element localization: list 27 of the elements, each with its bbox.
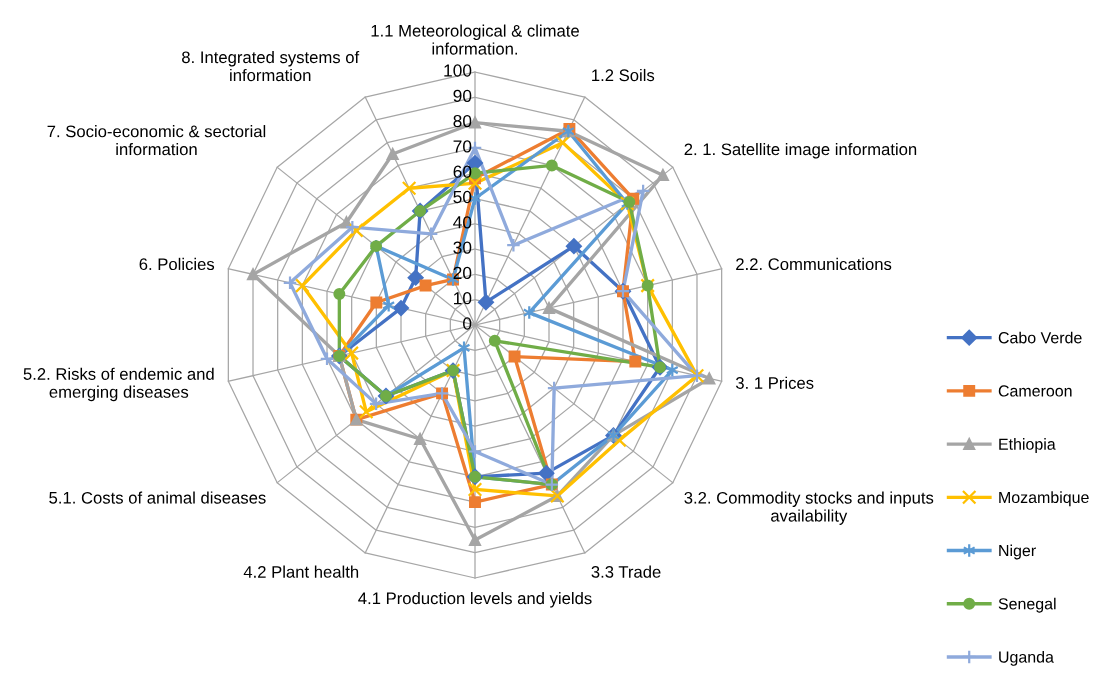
spoke-label: 2.2. Communications xyxy=(736,257,892,271)
spoke-label: 1.1 Meteorological & climate information. xyxy=(371,24,579,55)
spoke-label: 3.3 Trade xyxy=(591,565,661,578)
spoke-label: 4.1 Production levels and yields xyxy=(358,592,592,608)
legend-label: Cameroon xyxy=(998,385,1072,397)
y-tick-label: 90 xyxy=(453,89,472,102)
legend-label: Mozambique xyxy=(999,491,1089,507)
spoke-label: 8. Integrated systems of information xyxy=(182,50,360,82)
spoke-label: 7. Socio-economic & sectorial information xyxy=(47,125,266,156)
spoke-label: 1.2 Soils xyxy=(592,68,655,82)
y-tick-label: 100 xyxy=(444,64,472,77)
spoke-label: 5.2. Risks of endemic and emerging diseases xyxy=(23,367,214,402)
spoke-label: 5.1. Costs of animal diseases xyxy=(49,491,266,504)
y-tick-label: 0 xyxy=(463,317,472,330)
legend-label: Ethiopia xyxy=(999,438,1056,453)
spoke-label: 2. 1. Satellite image information xyxy=(684,142,917,159)
legend-label: Niger xyxy=(999,544,1036,560)
spoke-label: 4.2 Plant health xyxy=(243,565,359,578)
legend-label: Senegal xyxy=(998,597,1056,613)
spoke-label: 3.2. Commodity stocks and inputs availability xyxy=(684,491,934,525)
y-tick-label: 10 xyxy=(454,292,472,305)
y-tick-label: 70 xyxy=(453,140,472,153)
legend-label: Uganda xyxy=(999,650,1054,666)
spoke-label: 6. Policies xyxy=(139,257,215,271)
y-tick-label: 80 xyxy=(453,114,472,128)
legend-label: Cabo Verde xyxy=(998,331,1082,344)
spoke-label: 3. 1 Prices xyxy=(735,376,814,389)
